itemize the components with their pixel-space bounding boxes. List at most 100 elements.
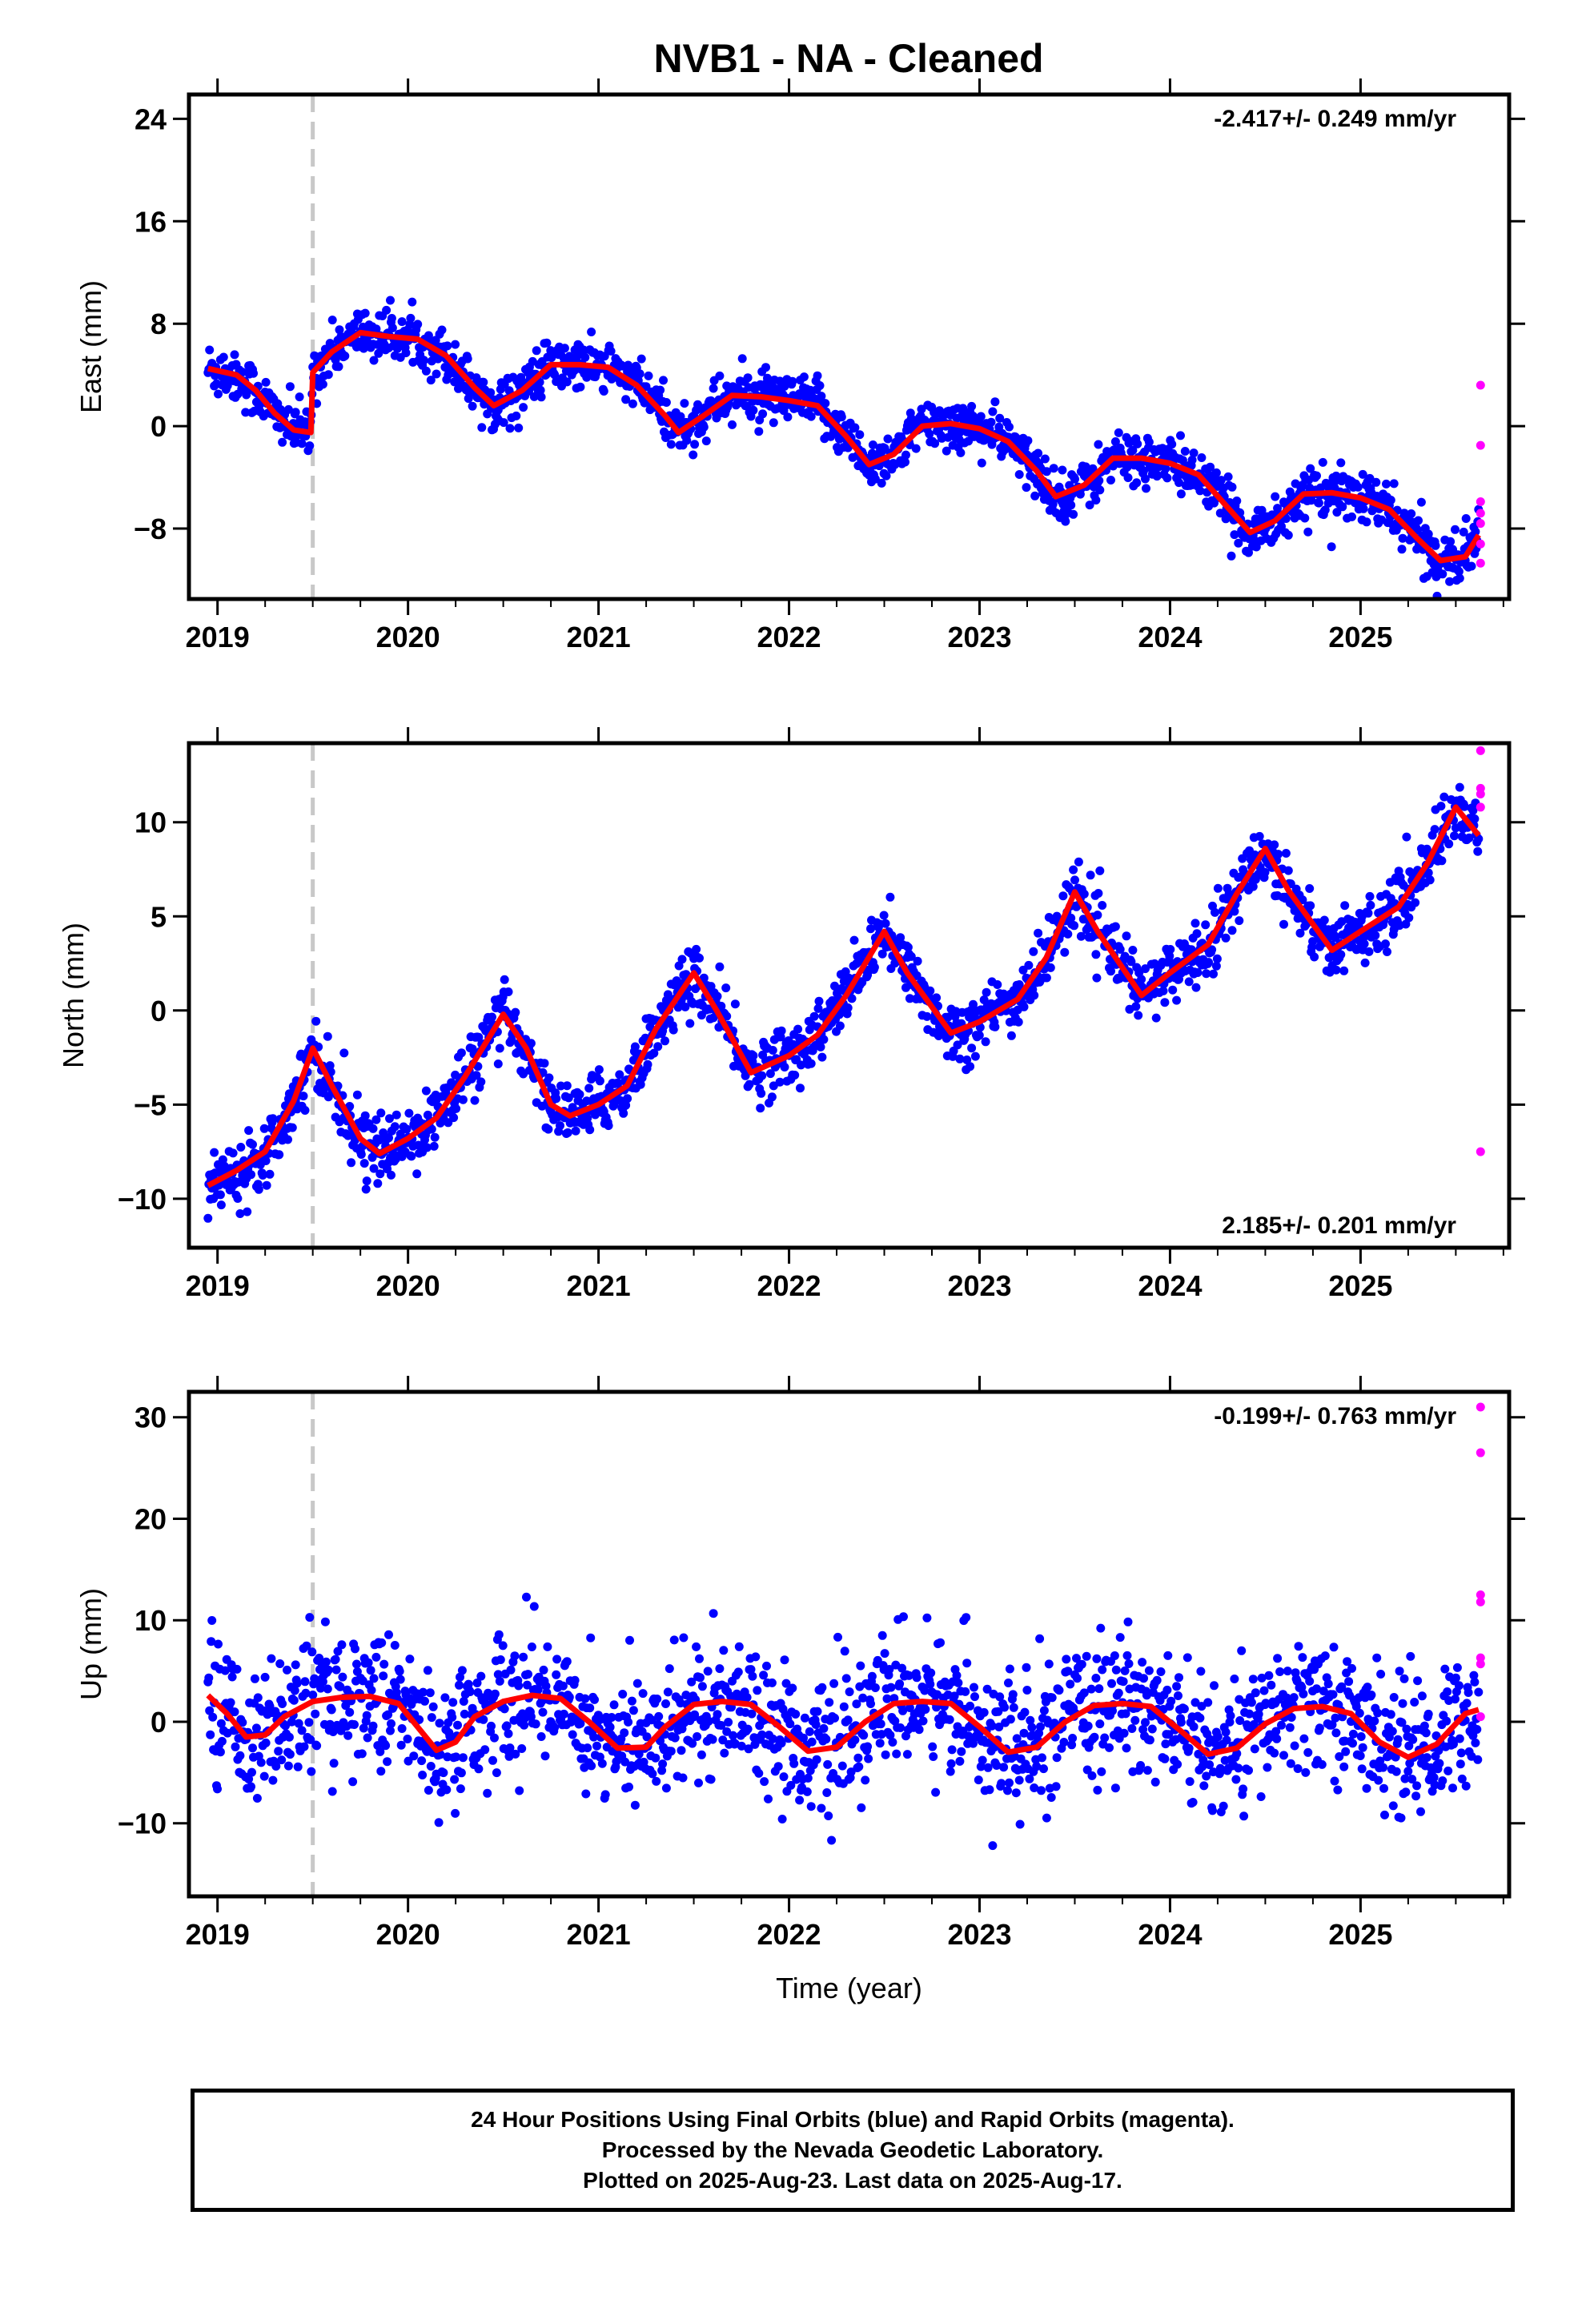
final-orbit-point bbox=[333, 1647, 343, 1656]
final-orbit-point bbox=[579, 345, 588, 355]
final-orbit-point bbox=[647, 1715, 656, 1725]
x-tick-label: 2023 bbox=[947, 621, 1011, 653]
final-orbit-point bbox=[1239, 1811, 1249, 1821]
final-orbit-point bbox=[544, 1073, 554, 1083]
final-orbit-point bbox=[427, 1124, 436, 1134]
final-orbit-point bbox=[460, 1709, 469, 1719]
final-orbit-point bbox=[1062, 1655, 1071, 1664]
final-orbit-point bbox=[335, 325, 344, 335]
rapid-orbit-point bbox=[1476, 789, 1485, 798]
final-orbit-point bbox=[1222, 1735, 1231, 1745]
final-orbit-point bbox=[259, 1124, 269, 1133]
final-orbit-point bbox=[488, 1012, 496, 1022]
final-orbit-point bbox=[759, 1671, 769, 1680]
final-orbit-point bbox=[1136, 1761, 1146, 1770]
final-orbit-point bbox=[895, 1679, 905, 1689]
final-orbit-point bbox=[483, 1788, 492, 1798]
final-orbit-point bbox=[592, 1741, 601, 1751]
final-orbit-point bbox=[347, 1158, 356, 1168]
final-orbit-point bbox=[1464, 833, 1474, 842]
final-orbit-point bbox=[807, 1737, 817, 1747]
final-orbit-point bbox=[918, 1716, 928, 1726]
final-orbit-point bbox=[1110, 922, 1120, 931]
final-orbit-point bbox=[1353, 482, 1363, 492]
final-orbit-point bbox=[1412, 1781, 1422, 1791]
final-orbit-point bbox=[992, 1761, 1002, 1770]
final-orbit-point bbox=[268, 1114, 278, 1124]
final-orbit-point bbox=[1365, 891, 1375, 901]
final-orbit-point bbox=[1336, 458, 1346, 468]
final-orbit-point bbox=[931, 1787, 941, 1797]
x-tick-label: 2021 bbox=[567, 621, 631, 653]
final-orbit-point bbox=[1232, 497, 1242, 505]
final-orbit-point bbox=[780, 1063, 789, 1072]
final-orbit-point bbox=[1451, 525, 1460, 534]
final-orbit-point bbox=[1230, 1675, 1239, 1683]
final-orbit-point bbox=[1338, 502, 1347, 512]
final-orbit-point bbox=[233, 1194, 243, 1203]
final-orbit-point bbox=[1030, 991, 1039, 1000]
final-orbit-point bbox=[741, 1071, 750, 1080]
final-orbit-point bbox=[961, 1687, 970, 1696]
final-orbit-point bbox=[1118, 1677, 1128, 1687]
final-orbit-point bbox=[311, 1709, 320, 1719]
final-orbit-point bbox=[777, 1815, 787, 1823]
final-orbit-point bbox=[974, 1031, 984, 1040]
final-orbit-point bbox=[275, 1659, 285, 1668]
final-orbit-point bbox=[1294, 1642, 1303, 1651]
final-orbit-point bbox=[1282, 1693, 1291, 1703]
final-orbit-point bbox=[583, 1743, 592, 1753]
final-orbit-point bbox=[377, 1638, 387, 1647]
final-orbit-point bbox=[524, 1670, 532, 1679]
final-orbit-point bbox=[692, 1642, 701, 1651]
final-orbit-point bbox=[1019, 1728, 1029, 1738]
final-orbit-point bbox=[1191, 983, 1201, 992]
final-orbit-point bbox=[1044, 1659, 1054, 1669]
final-orbit-point bbox=[262, 1180, 271, 1190]
final-orbit-point bbox=[448, 1698, 458, 1707]
final-orbit-point bbox=[586, 1633, 596, 1642]
final-orbit-point bbox=[383, 1710, 393, 1719]
final-orbit-point bbox=[437, 325, 447, 335]
final-orbit-point bbox=[1123, 1617, 1133, 1626]
final-orbit-point bbox=[754, 1768, 764, 1778]
final-orbit-point bbox=[1000, 1703, 1010, 1712]
final-orbit-point bbox=[922, 1613, 932, 1622]
y-tick-label: 24 bbox=[135, 103, 167, 135]
final-orbit-point bbox=[373, 1179, 383, 1188]
final-orbit-point bbox=[251, 1723, 261, 1733]
rapid-orbit-point bbox=[1476, 440, 1485, 450]
final-orbit-point bbox=[624, 360, 633, 370]
final-orbit-point bbox=[1098, 1665, 1107, 1675]
final-orbit-point bbox=[869, 963, 879, 972]
final-orbit-point bbox=[876, 1719, 885, 1729]
final-orbit-point bbox=[1397, 1718, 1407, 1727]
final-orbit-point bbox=[1422, 1753, 1431, 1763]
final-orbit-point bbox=[988, 1841, 998, 1851]
final-orbit-point bbox=[1440, 1664, 1450, 1674]
final-orbit-point bbox=[1133, 439, 1142, 448]
final-orbit-point bbox=[542, 338, 552, 348]
final-orbit-point bbox=[1416, 1807, 1425, 1816]
final-orbit-point bbox=[697, 1682, 707, 1691]
final-orbit-point bbox=[757, 1088, 766, 1098]
final-orbit-point bbox=[1461, 514, 1471, 523]
final-orbit-point bbox=[693, 1732, 702, 1741]
plot-frame bbox=[187, 741, 1512, 1250]
final-orbit-point bbox=[1468, 806, 1478, 815]
final-orbit-point bbox=[231, 1742, 240, 1751]
final-orbit-point bbox=[1403, 1767, 1413, 1776]
final-orbit-point bbox=[1402, 1724, 1411, 1734]
final-orbit-point bbox=[857, 1803, 866, 1812]
final-orbit-point bbox=[1406, 1651, 1415, 1661]
final-orbit-point bbox=[247, 1170, 255, 1180]
final-orbit-point bbox=[1168, 985, 1178, 995]
final-orbit-point bbox=[1279, 1751, 1288, 1760]
final-orbit-point bbox=[531, 1719, 540, 1729]
final-orbit-point bbox=[1337, 1682, 1347, 1691]
final-orbit-point bbox=[605, 1723, 615, 1732]
final-orbit-point bbox=[969, 999, 978, 1009]
final-orbit-point bbox=[334, 362, 343, 372]
final-orbit-point bbox=[374, 348, 383, 358]
